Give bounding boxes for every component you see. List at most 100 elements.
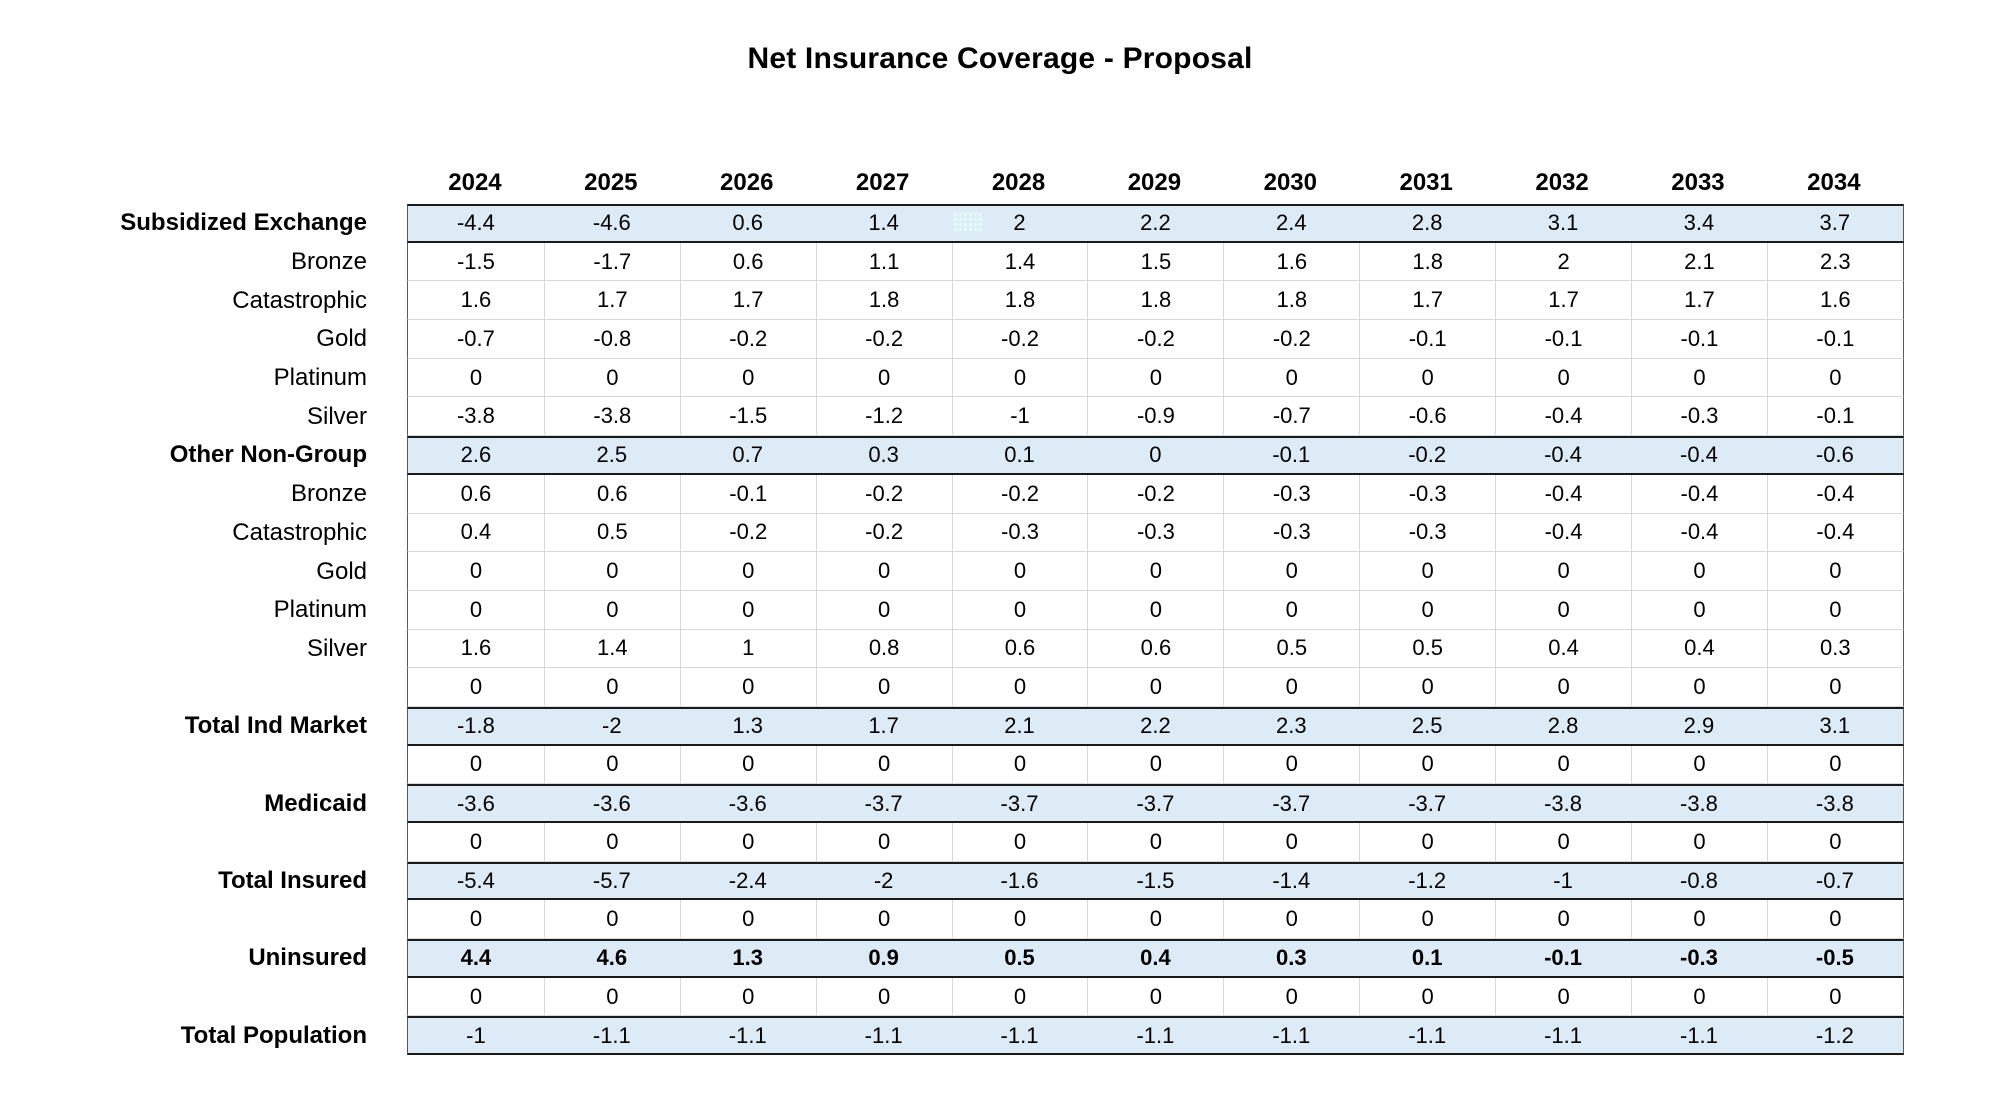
data-cell: 1.4 <box>543 629 680 668</box>
page-title: Net Insurance Coverage - Proposal <box>747 42 1253 75</box>
data-cell: 0 <box>1223 745 1359 784</box>
data-cell: 0 <box>1766 900 1903 939</box>
data-cell: -1.2 <box>1815 1022 1854 1048</box>
data-cell: 1.7 <box>1495 281 1631 320</box>
data-cell: 1.7 <box>1359 281 1495 320</box>
data-cell: 0 <box>951 977 1088 1016</box>
data-cell: 0 <box>1087 552 1223 590</box>
data-cell: 0 <box>1087 745 1223 784</box>
data-cell: -1.1 <box>1680 1022 1718 1048</box>
data-cell: 2.8 <box>1547 713 1579 739</box>
data-cell: 0 <box>1766 668 1903 706</box>
data-cell: -1.5 <box>679 397 816 436</box>
data-cell: -2 <box>602 713 622 739</box>
data-cell: 0 <box>1087 358 1223 397</box>
data-cell: 3.7 <box>1819 210 1851 236</box>
data-cell: 0.5 <box>1004 945 1035 971</box>
row-label <box>90 978 407 1017</box>
data-cell: 0 <box>469 674 483 700</box>
data-cell: 0 <box>1359 552 1495 590</box>
data-cell: 0 <box>543 552 680 590</box>
data-cell: 1.6 <box>460 635 492 661</box>
data-cell: -1.1 <box>864 1022 903 1048</box>
data-cell: 0 <box>469 906 483 932</box>
header-spacer <box>90 150 407 204</box>
data-cell: -1.2 <box>1408 868 1447 894</box>
data-cell: 0 <box>1087 823 1223 861</box>
data-cell: -0.3 <box>1631 397 1767 436</box>
row-label: Bronze <box>290 248 367 276</box>
data-cell: 0 <box>1495 590 1631 629</box>
data-cell: -0.1 <box>1272 442 1311 468</box>
data-cell: -5.7 <box>592 868 631 894</box>
data-cell: -1.5 <box>456 248 495 274</box>
data-cell: 0.4 <box>1140 945 1171 971</box>
data-cell: 0.3 <box>868 442 899 468</box>
data-cell: -0.7 <box>1815 868 1854 894</box>
data-cell: 0 <box>1631 900 1767 939</box>
data-cell: 0 <box>679 745 816 784</box>
row-values: 0.6 0.6 -0.1 -0.2 -0.2 -0.2 -0.3 -0.3 -0.4 -0.4 -0… <box>407 474 1904 514</box>
year-header: 2026 <box>720 169 774 196</box>
data-cell: 0 <box>1223 977 1359 1016</box>
year-header: 2029 <box>1127 169 1182 196</box>
data-cell: 0.4 <box>460 519 492 545</box>
data-cell: 2.1 <box>1631 242 1767 281</box>
data-cell: 1.7 <box>679 281 816 320</box>
data-cell: 0 <box>679 823 816 861</box>
data-cell: -1.1 <box>1408 1022 1447 1048</box>
data-cell: 0.4 <box>1495 629 1631 668</box>
data-cell: 0 <box>1631 552 1767 590</box>
data-cell: 0.5 <box>543 513 680 552</box>
data-cell: 0 <box>1766 823 1903 861</box>
table-row: Catastrophic 1.6 1.7 1.7 1.8 1.8 1.8 1.8 1.7 1.7 1… <box>90 281 1904 321</box>
data-cell: 0 <box>815 977 952 1016</box>
data-cell: -0.4 <box>1680 442 1718 468</box>
data-cell: 0 <box>951 552 1088 590</box>
data-cell: 0 <box>1631 668 1767 706</box>
row-values: -3.8 -3.8 -1.5 -1.2 -1 -0.9 -0.7 -0.6 -0.4 -0.3 -0… <box>407 397 1904 437</box>
row-label: Other Non-Group <box>169 441 367 469</box>
data-cell: 0 <box>469 364 483 390</box>
data-cell: -0.3 <box>1359 513 1495 552</box>
row-label: Total Insured <box>218 867 367 895</box>
data-cell: -0.3 <box>1680 945 1718 971</box>
data-cell: 2.1 <box>1004 713 1035 739</box>
data-cell: 0.6 <box>460 480 492 506</box>
data-cell: -0.4 <box>1766 513 1903 552</box>
data-cell: 0.6 <box>951 629 1088 668</box>
data-cell: 2.9 <box>1683 713 1715 739</box>
data-cell: 0 <box>469 983 483 1009</box>
row-values: -5.4 -5.7 -2.4 -2 -1.6 -1.5 -1.4 -1.2 -1 -0.8 -0.7 <box>407 861 1904 901</box>
data-cell: -0.4 <box>1766 474 1903 513</box>
coverage-table: 2024 2025 2026 2027 2028 2029 2030 2031 2032 2033… <box>90 150 1904 1056</box>
data-cell: 1.8 <box>1359 242 1495 281</box>
data-cell: 1.8 <box>1223 281 1359 320</box>
data-cell: -5.4 <box>456 868 495 894</box>
data-cell: 1.5 <box>1087 242 1223 281</box>
data-cell: 2.5 <box>596 442 628 468</box>
year-header: 2024 <box>448 169 502 196</box>
data-cell: -1.6 <box>1000 868 1039 894</box>
data-cell: 1.8 <box>1087 281 1223 320</box>
row-label <box>90 823 407 862</box>
data-cell: 0 <box>1631 823 1767 861</box>
year-header: 2032 <box>1535 169 1589 196</box>
data-cell: 0 <box>1223 358 1359 397</box>
data-cell: 0 <box>951 590 1088 629</box>
data-cell: -1.5 <box>1136 868 1175 894</box>
table-row: Silver -3.8 -3.8 -1.5 -1.2 -1 -0.9 -0.7 -0.6 -0.4… <box>90 397 1904 437</box>
data-cell: -2.4 <box>728 868 767 894</box>
data-cell: -0.3 <box>1087 513 1223 552</box>
data-cell: -3.7 <box>864 790 903 816</box>
data-cell: 0 <box>1495 900 1631 939</box>
data-cell: 0 <box>1087 900 1223 939</box>
year-header: 2028 <box>991 169 1046 196</box>
